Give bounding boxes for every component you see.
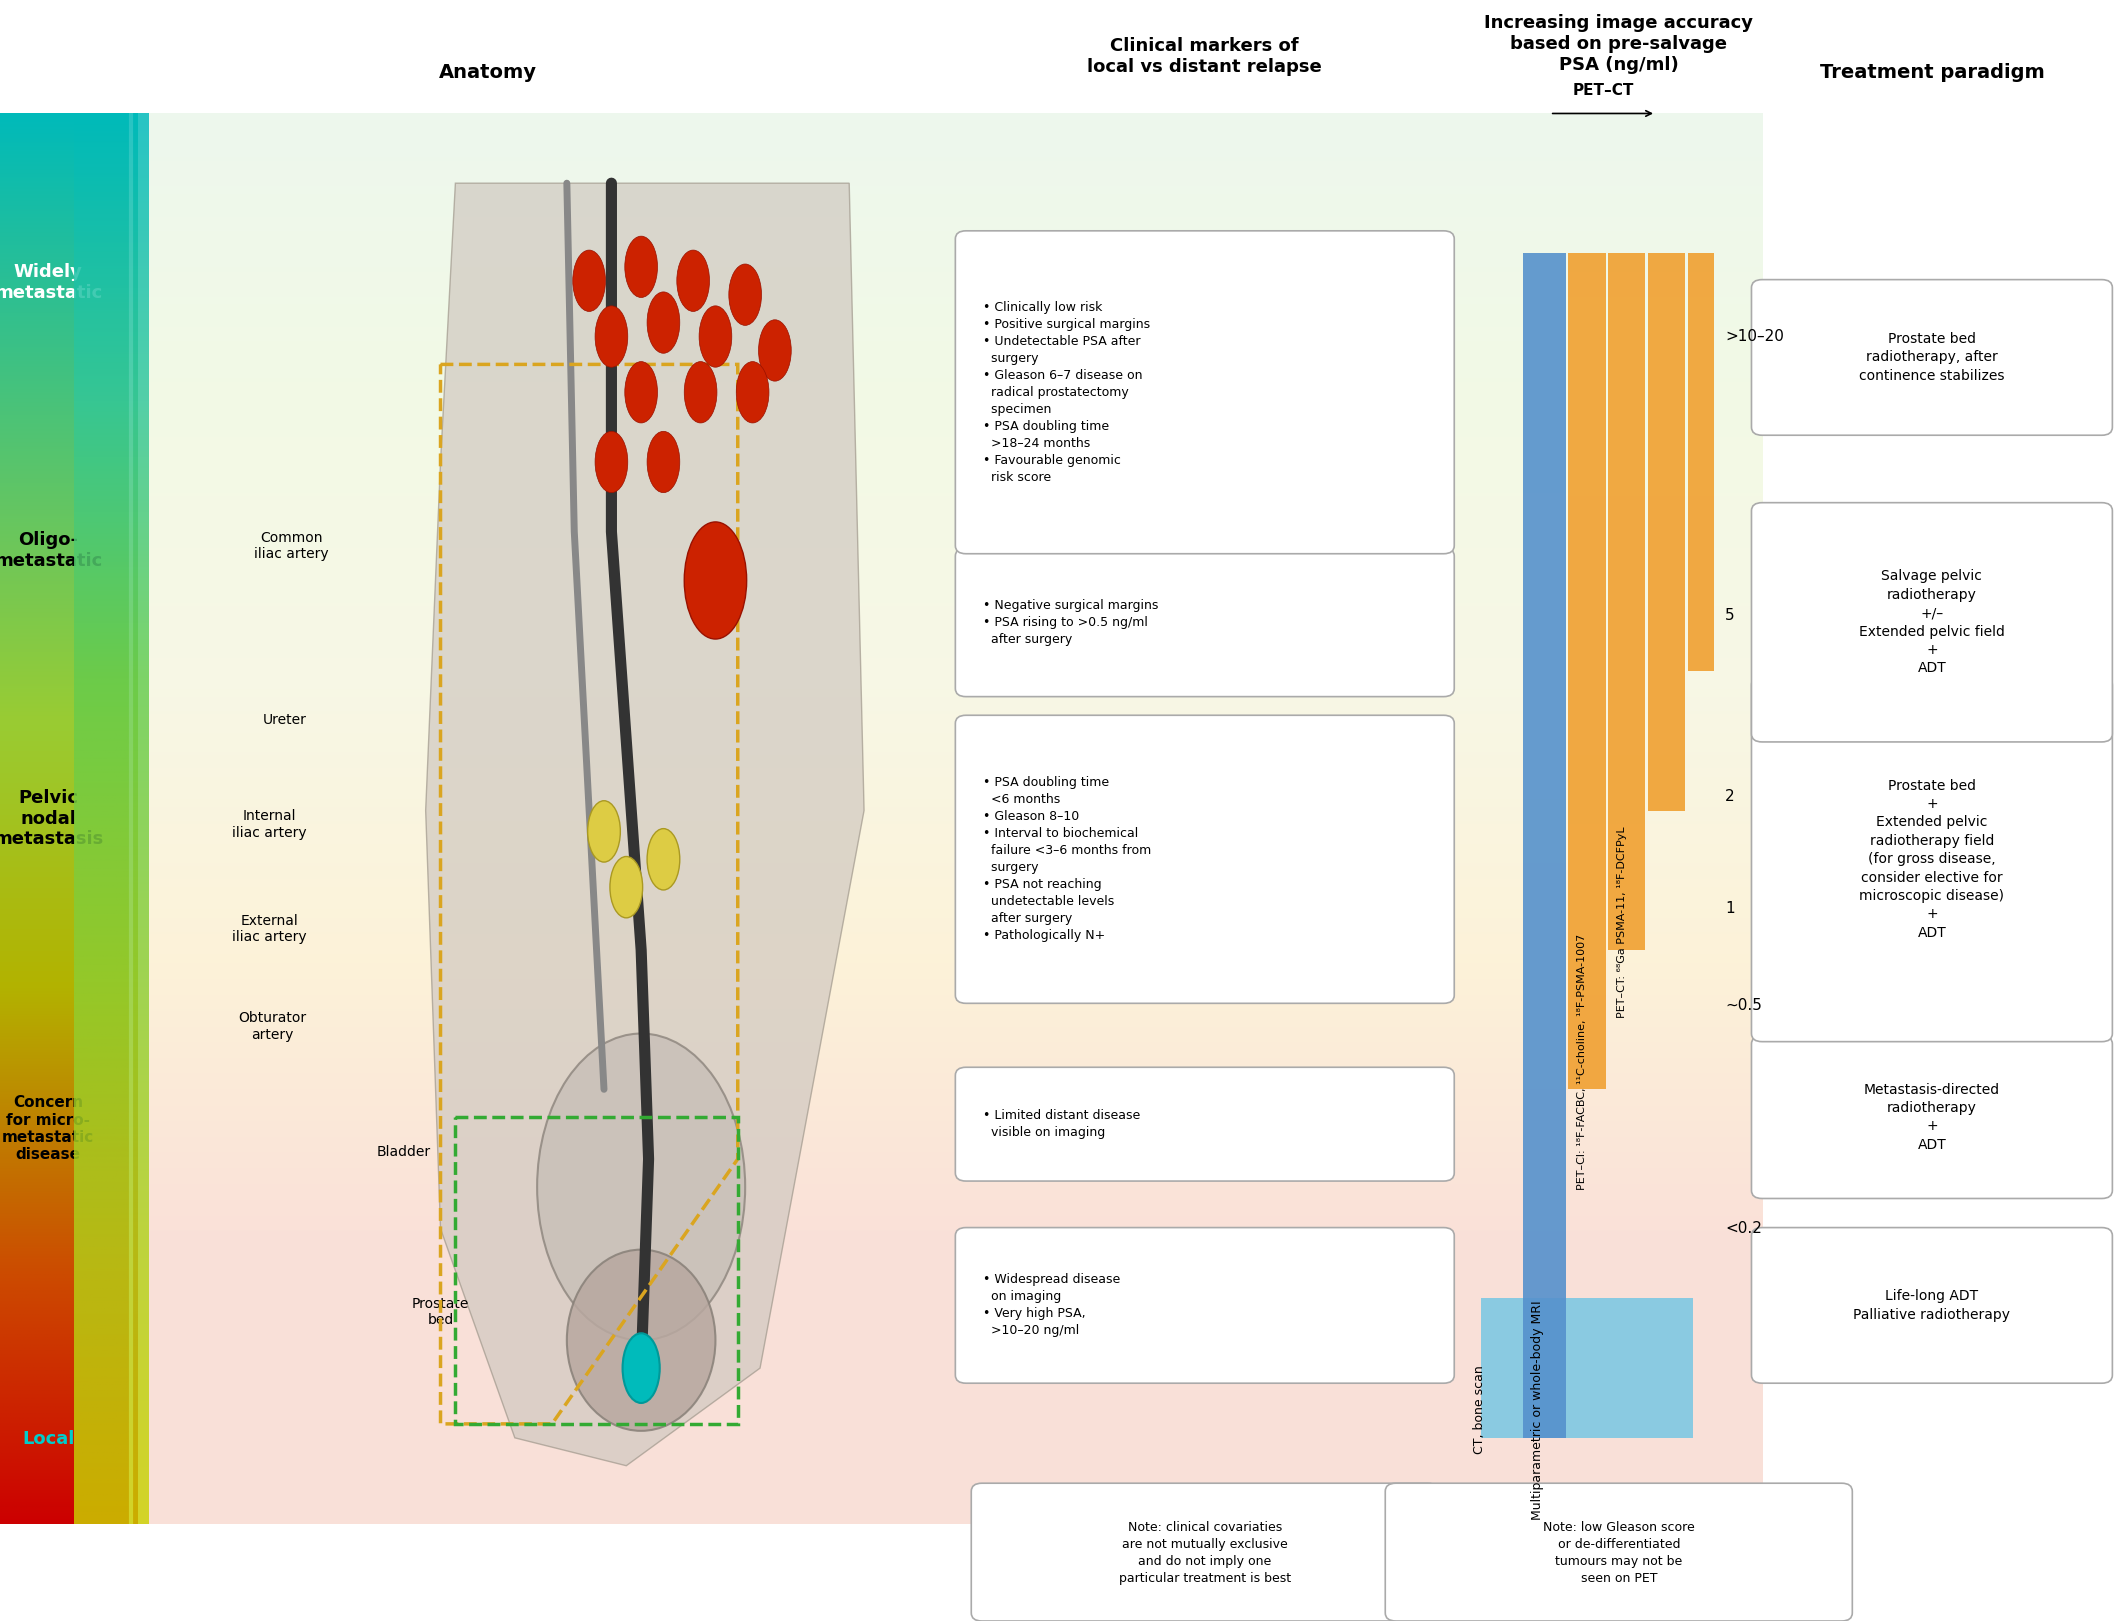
Circle shape bbox=[622, 1332, 660, 1402]
Bar bbox=[1688, 253, 1715, 671]
FancyBboxPatch shape bbox=[1751, 678, 2112, 1042]
Text: External
iliac artery: External iliac artery bbox=[231, 914, 308, 943]
Text: Pelvic nodal
metastasis: Pelvic nodal metastasis bbox=[0, 789, 104, 848]
Text: Salvage pelvic
radiotherapy
+/–
Extended pelvic field
+
ADT: Salvage pelvic radiotherapy +/– Extended… bbox=[1860, 569, 2004, 676]
Bar bbox=[1569, 253, 1605, 1089]
Circle shape bbox=[573, 250, 605, 311]
FancyBboxPatch shape bbox=[955, 715, 1454, 1003]
Text: Metastasis-directed
radiotherapy
+
ADT: Metastasis-directed radiotherapy + ADT bbox=[1864, 1083, 2000, 1153]
Circle shape bbox=[609, 856, 643, 917]
Text: Treatment paradigm: Treatment paradigm bbox=[1819, 63, 2044, 83]
Bar bbox=[1482, 1298, 1694, 1438]
Text: 1: 1 bbox=[1724, 901, 1734, 916]
Text: Bladder: Bladder bbox=[376, 1144, 431, 1159]
Text: Local: Local bbox=[21, 1430, 74, 1448]
Circle shape bbox=[588, 801, 620, 862]
Text: Common
iliac artery: Common iliac artery bbox=[255, 530, 329, 561]
Text: Internal
iliac artery: Internal iliac artery bbox=[231, 809, 308, 840]
Bar bbox=[1609, 253, 1645, 950]
FancyBboxPatch shape bbox=[1751, 1036, 2112, 1198]
Text: PET–CT: ⁶⁸Ga PSMA-11, ¹⁸F-DCFPyL: PET–CT: ⁶⁸Ga PSMA-11, ¹⁸F-DCFPyL bbox=[1618, 827, 1626, 1018]
Text: Obturator
artery: Obturator artery bbox=[238, 1012, 308, 1042]
FancyBboxPatch shape bbox=[972, 1483, 1439, 1621]
Text: Prostate
bed: Prostate bed bbox=[412, 1297, 469, 1328]
Text: Note: clinical covariaties
are not mutually exclusive
and do not imply one
parti: Note: clinical covariaties are not mutua… bbox=[1119, 1520, 1291, 1585]
Text: • Clinically low risk
• Positive surgical margins
• Undetectable PSA after
  sur: • Clinically low risk • Positive surgica… bbox=[983, 302, 1151, 483]
Text: CT, bone scan: CT, bone scan bbox=[1473, 1365, 1486, 1454]
FancyBboxPatch shape bbox=[1751, 503, 2112, 742]
Ellipse shape bbox=[537, 1034, 745, 1341]
Circle shape bbox=[684, 522, 747, 639]
Text: • Widespread disease
  on imaging
• Very high PSA,
  >10–20 ng/ml: • Widespread disease on imaging • Very h… bbox=[983, 1274, 1121, 1337]
Circle shape bbox=[758, 319, 792, 381]
FancyBboxPatch shape bbox=[955, 1067, 1454, 1182]
Text: Anatomy: Anatomy bbox=[439, 63, 537, 83]
Text: Widely
metastatic: Widely metastatic bbox=[0, 263, 102, 302]
Circle shape bbox=[677, 250, 709, 311]
Circle shape bbox=[648, 828, 679, 890]
Circle shape bbox=[728, 264, 762, 326]
FancyBboxPatch shape bbox=[955, 1227, 1454, 1383]
Text: 2: 2 bbox=[1724, 789, 1734, 804]
Text: ~0.5: ~0.5 bbox=[1724, 999, 1762, 1013]
FancyBboxPatch shape bbox=[955, 548, 1454, 697]
Text: >10–20: >10–20 bbox=[1724, 329, 1783, 344]
Text: Prostate bed
+
Extended pelvic
radiotherapy field
(for gross disease,
consider e: Prostate bed + Extended pelvic radiother… bbox=[1860, 778, 2004, 940]
Circle shape bbox=[594, 431, 628, 493]
Text: Prostate bed
radiotherapy, after
continence stabilizes: Prostate bed radiotherapy, after contine… bbox=[1860, 332, 2004, 383]
Text: Concern
for micro-
metastatic
disease: Concern for micro- metastatic disease bbox=[2, 1096, 93, 1162]
Text: 5: 5 bbox=[1724, 608, 1734, 622]
Circle shape bbox=[737, 361, 769, 423]
Ellipse shape bbox=[567, 1250, 715, 1431]
Text: Oligo-
metastatic: Oligo- metastatic bbox=[0, 532, 102, 571]
Bar bbox=[1524, 253, 1567, 1438]
Text: Life-long ADT
Palliative radiotherapy: Life-long ADT Palliative radiotherapy bbox=[1853, 1289, 2010, 1321]
Text: Increasing image accuracy
based on pre-salvage
PSA (ng/ml): Increasing image accuracy based on pre-s… bbox=[1484, 15, 1754, 73]
Circle shape bbox=[624, 361, 658, 423]
FancyBboxPatch shape bbox=[955, 230, 1454, 554]
Text: PET–CT: PET–CT bbox=[1573, 83, 1633, 99]
Circle shape bbox=[594, 306, 628, 368]
Text: Multiparametric or whole-body MRI: Multiparametric or whole-body MRI bbox=[1531, 1300, 1546, 1520]
Circle shape bbox=[698, 306, 732, 368]
Text: Note: low Gleason score
or de-differentiated
tumours may not be
seen on PET: Note: low Gleason score or de-differenti… bbox=[1543, 1520, 1694, 1585]
Circle shape bbox=[624, 237, 658, 298]
Text: • Limited distant disease
  visible on imaging: • Limited distant disease visible on ima… bbox=[983, 1109, 1140, 1140]
Circle shape bbox=[648, 292, 679, 353]
FancyBboxPatch shape bbox=[1751, 1227, 2112, 1383]
Text: <0.2: <0.2 bbox=[1724, 1221, 1762, 1237]
Circle shape bbox=[684, 361, 718, 423]
FancyBboxPatch shape bbox=[1751, 279, 2112, 434]
Text: • PSA doubling time
  <6 months
• Gleason 8–10
• Interval to biochemical
  failu: • PSA doubling time <6 months • Gleason … bbox=[983, 776, 1151, 942]
Bar bbox=[1647, 253, 1686, 810]
Text: • Negative surgical margins
• PSA rising to >0.5 ng/ml
  after surgery: • Negative surgical margins • PSA rising… bbox=[983, 598, 1159, 645]
Text: Clinical markers of
local vs distant relapse: Clinical markers of local vs distant rel… bbox=[1087, 37, 1323, 76]
Circle shape bbox=[648, 431, 679, 493]
Polygon shape bbox=[427, 183, 864, 1465]
FancyBboxPatch shape bbox=[1384, 1483, 1851, 1621]
Text: Ureter: Ureter bbox=[263, 713, 308, 726]
Text: PET–Cl: ¹⁸F-FACBC, ¹¹C-choline, ¹⁸F-PSMA-1007: PET–Cl: ¹⁸F-FACBC, ¹¹C-choline, ¹⁸F-PSMA… bbox=[1577, 934, 1588, 1190]
